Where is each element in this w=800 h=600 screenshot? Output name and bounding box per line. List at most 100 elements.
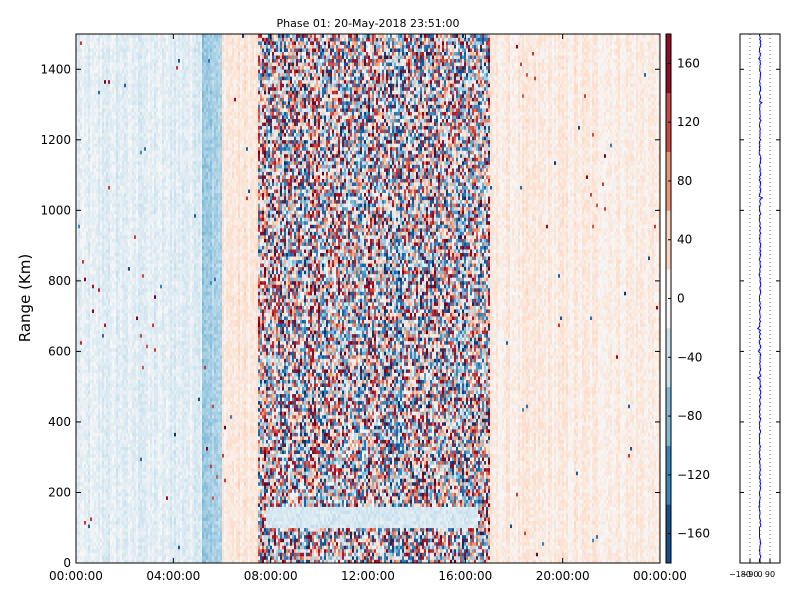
heatmap-cell	[86, 556, 88, 560]
heatmap-cell	[102, 48, 104, 52]
heatmap-cell	[92, 90, 94, 94]
heatmap-cell	[78, 246, 80, 250]
heatmap-cell	[94, 457, 96, 461]
heatmap-cell	[92, 48, 94, 52]
heatmap-cell	[92, 457, 94, 461]
heatmap-cell	[106, 401, 108, 405]
heatmap-cell	[88, 38, 90, 42]
heatmap-cell	[84, 260, 86, 264]
heatmap-cell	[88, 267, 90, 271]
heatmap-cell	[88, 179, 90, 183]
heatmap-cell	[96, 80, 98, 84]
heatmap-cell	[84, 436, 86, 440]
heatmap-cell	[106, 154, 108, 158]
heatmap-cell	[78, 105, 80, 109]
heatmap-cell	[88, 351, 90, 355]
heatmap-cell	[100, 239, 102, 243]
heatmap-cell	[92, 105, 94, 109]
heatmap-cell	[100, 492, 102, 496]
heatmap-cell	[96, 48, 98, 52]
heatmap-cell	[108, 489, 110, 493]
heatmap-cell	[120, 291, 122, 295]
heatmap-cell	[108, 161, 110, 165]
heatmap-cell	[98, 45, 100, 49]
heatmap-cell	[84, 189, 86, 193]
heatmap-cell	[112, 133, 114, 137]
heatmap-cell	[106, 59, 108, 63]
heatmap-cell	[96, 182, 98, 186]
heatmap-cell	[98, 528, 100, 532]
heatmap-cell	[108, 337, 110, 341]
heatmap-cell	[108, 330, 110, 334]
heatmap-cell	[116, 207, 118, 211]
heatmap-cell	[92, 59, 94, 63]
heatmap-cell	[80, 260, 82, 264]
heatmap-cell	[120, 524, 122, 528]
heatmap-cell	[88, 66, 90, 70]
heatmap-cell	[112, 316, 114, 320]
heatmap-cell	[88, 87, 90, 91]
heatmap-cell	[84, 320, 86, 324]
heatmap-cell	[82, 182, 84, 186]
heatmap-cell	[108, 66, 110, 70]
heatmap-cell	[94, 34, 96, 38]
heatmap-cell	[116, 433, 118, 437]
heatmap-cell	[86, 161, 88, 165]
heatmap-cell	[120, 425, 122, 429]
heatmap-cell	[114, 288, 116, 292]
heatmap-cell	[104, 76, 106, 80]
heatmap-cell	[86, 115, 88, 119]
heatmap-cell	[84, 450, 86, 454]
heatmap-cell	[82, 387, 84, 391]
heatmap-cell	[92, 179, 94, 183]
heatmap-cell	[108, 447, 110, 451]
heatmap-cell	[112, 256, 114, 260]
heatmap-cell	[102, 507, 104, 511]
heatmap-cell	[102, 411, 104, 415]
heatmap-cell	[114, 344, 116, 348]
heatmap-cell	[88, 380, 90, 384]
heatmap-cell	[104, 320, 106, 324]
heatmap-cell	[90, 366, 92, 370]
heatmap-cell	[102, 302, 104, 306]
heatmap-cell	[88, 535, 90, 539]
heatmap-cell	[110, 256, 112, 260]
heatmap-cell	[82, 369, 84, 373]
heatmap-cell	[88, 348, 90, 352]
heatmap-cell	[114, 457, 116, 461]
heatmap-cell	[112, 492, 114, 496]
heatmap-cell	[82, 291, 84, 295]
heatmap-cell	[120, 397, 122, 401]
heatmap-cell	[114, 542, 116, 546]
heatmap-cell	[96, 154, 98, 158]
heatmap-cell	[116, 443, 118, 447]
heatmap-cell	[98, 503, 100, 507]
heatmap-cell	[80, 48, 82, 52]
heatmap-cell	[88, 394, 90, 398]
heatmap-cell	[92, 404, 94, 408]
heatmap-cell	[94, 147, 96, 151]
heatmap-cell	[94, 80, 96, 84]
heatmap-cell	[100, 119, 102, 123]
heatmap-cell	[118, 478, 120, 482]
heatmap-cell	[94, 433, 96, 437]
heatmap-cell	[104, 228, 106, 232]
heatmap-cell	[78, 447, 80, 451]
heatmap-cell	[118, 556, 120, 560]
heatmap-cell	[82, 207, 84, 211]
heatmap-cell	[112, 34, 114, 38]
heatmap-cell	[82, 94, 84, 98]
heatmap-cell	[100, 38, 102, 42]
heatmap-cell	[88, 133, 90, 137]
heatmap-cell	[110, 433, 112, 437]
heatmap-cell	[92, 390, 94, 394]
heatmap-cell	[122, 475, 124, 479]
heatmap-cell	[80, 496, 82, 500]
heatmap-cell	[104, 443, 106, 447]
heatmap-cell	[78, 383, 80, 387]
heatmap-cell	[114, 313, 116, 317]
heatmap-cell	[84, 267, 86, 271]
heatmap-cell	[114, 101, 116, 105]
heatmap-cell	[92, 408, 94, 412]
heatmap-cell	[88, 355, 90, 359]
